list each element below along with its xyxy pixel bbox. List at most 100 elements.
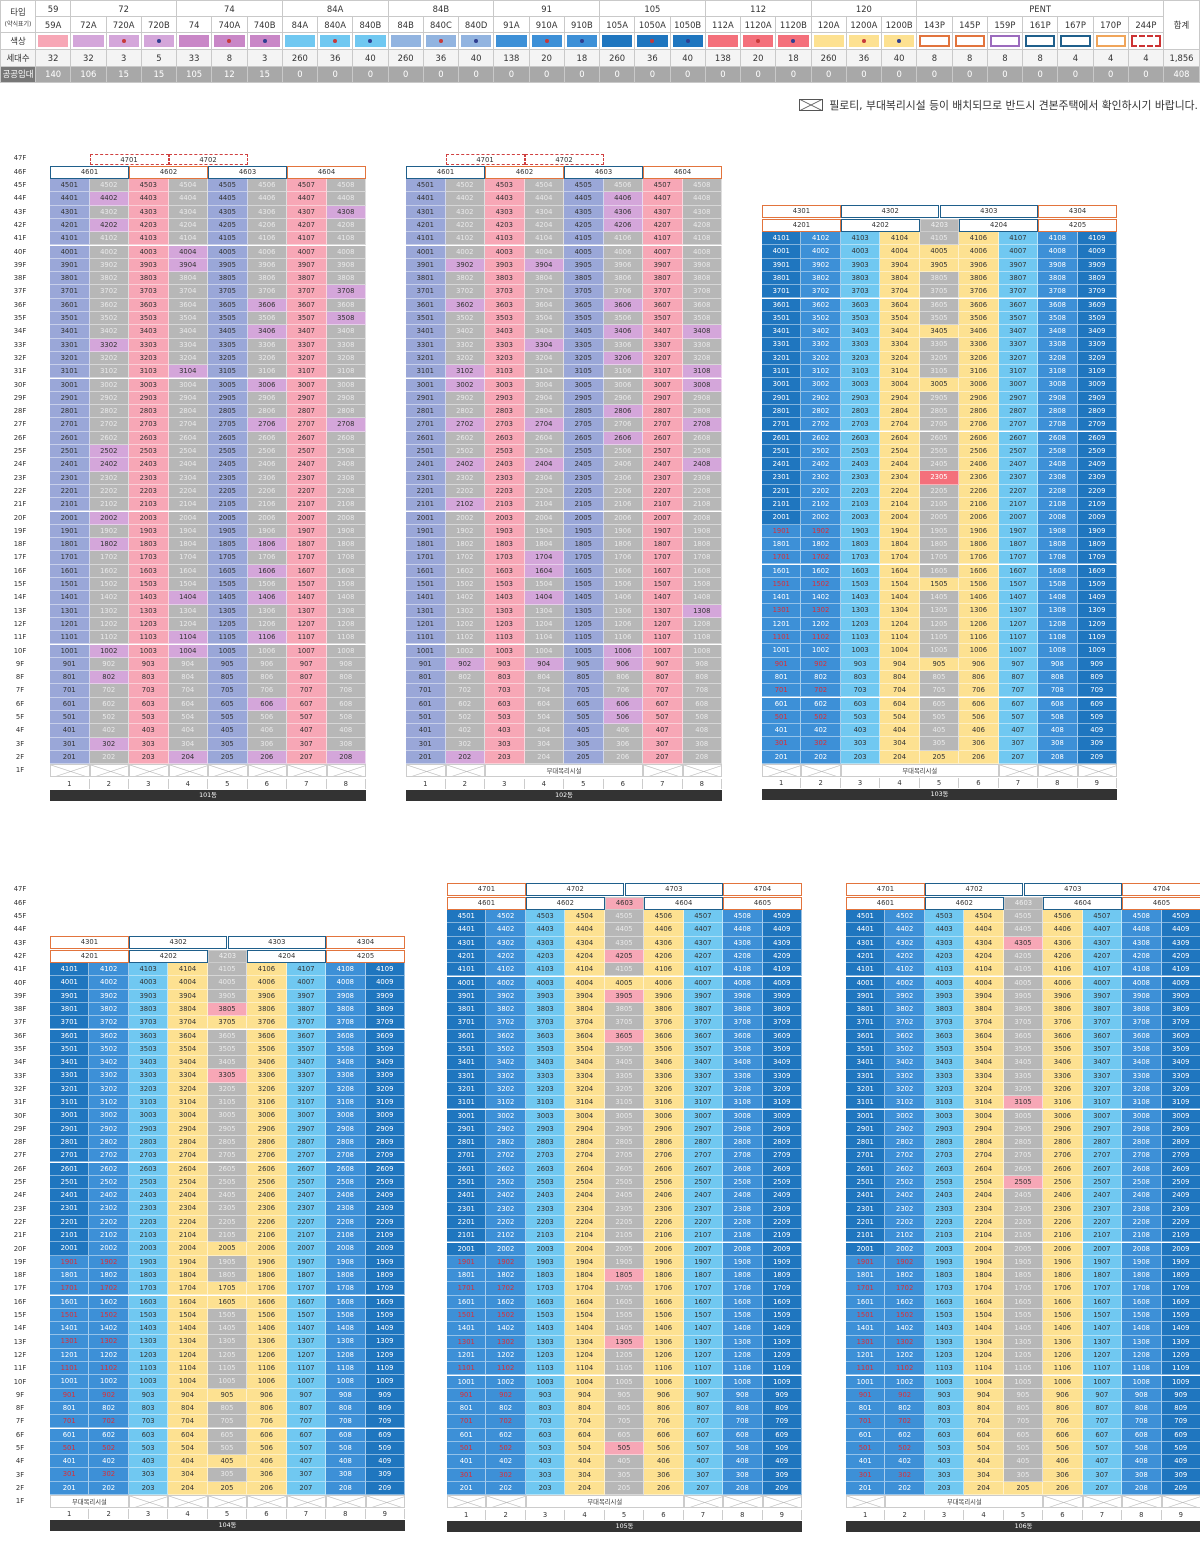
- unit-cell[interactable]: 406: [644, 1455, 684, 1469]
- unit-cell[interactable]: 2707: [998, 418, 1039, 432]
- unit-cell[interactable]: 605: [564, 697, 604, 711]
- unit-cell[interactable]: 4103: [525, 963, 566, 977]
- unit-cell[interactable]: 1105: [564, 631, 604, 645]
- unit-cell[interactable]: 3209: [365, 1082, 405, 1096]
- unit-cell[interactable]: 3406: [247, 325, 287, 339]
- unit-cell[interactable]: 3801: [447, 1003, 487, 1017]
- unit-cell[interactable]: 1102: [801, 631, 841, 645]
- unit-cell[interactable]: 3904: [880, 258, 920, 272]
- unit-cell[interactable]: 2501: [406, 445, 446, 459]
- unit-cell[interactable]: 2407: [287, 458, 327, 472]
- unit-cell[interactable]: 3906: [1043, 989, 1083, 1004]
- unit-cell[interactable]: 3101: [762, 365, 802, 379]
- unit-cell[interactable]: 3207: [643, 351, 683, 366]
- unit-cell[interactable]: 2602: [89, 1162, 129, 1176]
- unit-cell[interactable]: 905: [1003, 1388, 1044, 1403]
- unit-cell[interactable]: 204: [964, 1481, 1004, 1496]
- unit-cell[interactable]: 4004: [168, 976, 208, 990]
- unit-cell[interactable]: 3303: [924, 1069, 965, 1083]
- unit-cell[interactable]: 1806: [247, 1268, 287, 1283]
- unit-cell[interactable]: 401: [447, 1455, 487, 1469]
- unit-cell[interactable]: 2401: [447, 1189, 487, 1203]
- unit-cell[interactable]: 3706: [644, 1016, 684, 1030]
- unit-cell[interactable]: 2508: [1122, 1176, 1162, 1190]
- unit-cell[interactable]: 3708: [682, 285, 722, 299]
- unit-cell[interactable]: 1801: [50, 1268, 90, 1283]
- unit-cell[interactable]: 809: [365, 1401, 405, 1416]
- unit-cell[interactable]: 3602: [89, 1029, 129, 1043]
- unit-cell[interactable]: 3305: [564, 338, 604, 352]
- unit-cell[interactable]: 2303: [924, 1202, 965, 1216]
- unit-cell[interactable]: 603: [924, 1428, 965, 1442]
- unit-cell[interactable]: 2503: [485, 445, 525, 459]
- unit-cell[interactable]: 601: [447, 1428, 487, 1442]
- unit-cell[interactable]: 2509: [1077, 444, 1117, 459]
- unit-cell[interactable]: 904: [964, 1388, 1004, 1403]
- unit-cell[interactable]: 2308: [326, 471, 366, 485]
- unit-cell[interactable]: 4101: [762, 232, 802, 246]
- unit-cell[interactable]: 3608: [326, 298, 366, 312]
- unit-cell[interactable]: 2207: [286, 1215, 327, 1229]
- unit-cell[interactable]: 3102: [89, 365, 129, 379]
- unit-cell[interactable]: 2402: [801, 458, 841, 472]
- penthouse-4204[interactable]: 4204: [959, 218, 1039, 232]
- unit-cell[interactable]: 1501: [447, 1309, 487, 1323]
- unit-cell[interactable]: 2208: [723, 1215, 763, 1230]
- unit-cell[interactable]: 3304: [168, 1069, 208, 1083]
- unit-cell[interactable]: 2405: [564, 458, 604, 472]
- unit-cell[interactable]: 1004: [880, 644, 920, 658]
- unit-cell[interactable]: 1708: [1122, 1282, 1162, 1296]
- unit-cell[interactable]: 3208: [1122, 1082, 1162, 1097]
- unit-cell[interactable]: 2804: [880, 404, 920, 419]
- unit-cell[interactable]: 1303: [525, 1335, 566, 1349]
- unit-cell[interactable]: 1402: [486, 1322, 526, 1336]
- unit-cell[interactable]: 2502: [445, 445, 485, 459]
- unit-cell[interactable]: 3303: [485, 338, 525, 352]
- penthouse-4601[interactable]: 4601: [50, 165, 129, 179]
- unit-cell[interactable]: 1403: [840, 591, 881, 605]
- unit-cell[interactable]: 4505: [604, 910, 645, 924]
- unit-cell[interactable]: 4405: [1003, 923, 1044, 937]
- unit-cell[interactable]: 2903: [129, 391, 169, 406]
- unit-cell[interactable]: 907: [287, 657, 327, 672]
- unit-cell[interactable]: 4008: [1122, 976, 1162, 990]
- unit-cell[interactable]: 2804: [168, 1135, 208, 1150]
- unit-cell[interactable]: 401: [50, 724, 90, 738]
- unit-cell[interactable]: 3107: [683, 1096, 724, 1110]
- penthouse-4605[interactable]: 4605: [723, 896, 802, 910]
- unit-cell[interactable]: 705: [564, 684, 604, 698]
- unit-cell[interactable]: 1607: [286, 1295, 327, 1309]
- unit-cell[interactable]: 703: [129, 684, 169, 698]
- unit-cell[interactable]: 4504: [524, 179, 564, 193]
- unit-cell[interactable]: 2007: [643, 511, 683, 525]
- unit-cell[interactable]: 1908: [1122, 1255, 1162, 1270]
- unit-cell[interactable]: 3002: [445, 378, 485, 392]
- unit-cell[interactable]: 2305: [207, 1202, 248, 1216]
- unit-cell[interactable]: 1601: [406, 564, 446, 578]
- unit-cell[interactable]: 1401: [447, 1322, 487, 1336]
- unit-cell[interactable]: 3704: [168, 285, 208, 299]
- unit-cell[interactable]: 404: [880, 724, 920, 738]
- unit-cell[interactable]: 2901: [447, 1122, 487, 1137]
- unit-cell[interactable]: 2302: [885, 1202, 925, 1216]
- unit-cell[interactable]: 4203: [485, 218, 525, 233]
- unit-cell[interactable]: 707: [683, 1415, 724, 1429]
- unit-cell[interactable]: 2405: [207, 1189, 248, 1203]
- unit-cell[interactable]: 3606: [1043, 1029, 1083, 1043]
- unit-cell[interactable]: 605: [208, 697, 248, 711]
- unit-cell[interactable]: 4304: [964, 936, 1004, 950]
- unit-cell[interactable]: 2003: [128, 1242, 169, 1256]
- unit-cell[interactable]: 2104: [964, 1229, 1004, 1243]
- unit-cell[interactable]: 2501: [447, 1176, 487, 1190]
- unit-cell[interactable]: 2309: [1161, 1202, 1200, 1216]
- unit-cell[interactable]: 3108: [1122, 1096, 1162, 1110]
- unit-cell[interactable]: 2407: [286, 1189, 327, 1203]
- unit-cell[interactable]: 4209: [762, 949, 802, 964]
- unit-cell[interactable]: 809: [762, 1402, 802, 1416]
- unit-cell[interactable]: 3103: [129, 365, 169, 379]
- unit-cell[interactable]: 605: [919, 697, 960, 711]
- unit-cell[interactable]: 2808: [682, 405, 722, 419]
- unit-cell[interactable]: 3306: [247, 338, 287, 352]
- unit-cell[interactable]: 1604: [565, 1295, 605, 1309]
- unit-cell[interactable]: 3202: [486, 1082, 526, 1097]
